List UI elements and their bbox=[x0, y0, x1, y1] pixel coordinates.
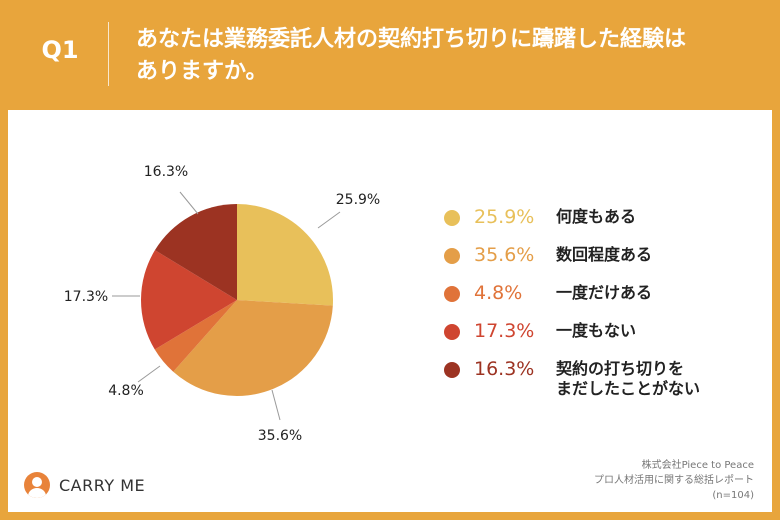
legend-label-line-1: 一度もない bbox=[556, 321, 637, 340]
legend-dot-icon bbox=[444, 286, 460, 302]
header-bar: Q1 あなたは業務委託人材の契約打ち切りに躊躇した経験は ありますか。 bbox=[0, 0, 780, 108]
legend-item-3: 4.8% 一度だけある bbox=[444, 280, 764, 318]
legend-percentage: 16.3% bbox=[474, 358, 535, 380]
leader-line-3 bbox=[137, 365, 161, 383]
legend-percentage: 25.9% bbox=[474, 206, 535, 228]
brand: CARRY ME bbox=[24, 472, 145, 498]
legend-percentage: 17.3% bbox=[474, 320, 535, 342]
legend-item-1: 25.9% 何度もある bbox=[444, 204, 764, 242]
pie-slice-1 bbox=[237, 204, 333, 306]
legend-label: 一度もない bbox=[556, 318, 746, 341]
legend-dot-icon bbox=[444, 324, 460, 340]
legend-label-line-1: 一度だけある bbox=[556, 283, 653, 302]
data-label-1: 25.9% bbox=[336, 192, 380, 208]
leader-line-2 bbox=[271, 389, 281, 421]
pie-slice-4 bbox=[141, 250, 237, 350]
legend-label-line-1: 契約の打ち切りを bbox=[556, 359, 685, 378]
legend-percentage: 4.8% bbox=[474, 282, 523, 304]
chart-card: 25.9% 35.6% 4.8% 17.3% 16.3% 25.9% 何度もある 35.6%… bbox=[8, 110, 772, 512]
legend-label: 契約の打ち切りを まだしたことがない bbox=[556, 356, 746, 399]
pie-slice-3 bbox=[154, 300, 237, 372]
chart-legend: 25.9% 何度もある 35.6% 数回程度ある 4.8% 一度だけある 17.3% 一度もな… bbox=[444, 204, 764, 398]
question-line-2: ありますか。 bbox=[136, 59, 268, 84]
question-line-1: あなたは業務委託人材の契約打ち切りに躊躇した経験は bbox=[136, 27, 687, 52]
legend-dot-icon bbox=[444, 210, 460, 226]
header-divider bbox=[108, 22, 109, 86]
legend-item-4: 17.3% 一度もない bbox=[444, 318, 764, 356]
data-label-4: 17.3% bbox=[64, 289, 108, 305]
leader-line-5 bbox=[179, 191, 199, 215]
legend-dot-icon bbox=[444, 362, 460, 378]
source-note: 株式会社Piece to Peace プロ人材活用に関する総括レポート (n=1… bbox=[594, 458, 754, 503]
source-report: プロ人材活用に関する総括レポート bbox=[594, 475, 754, 486]
pie-slice-5 bbox=[154, 204, 237, 300]
leader-line-1 bbox=[317, 211, 341, 229]
data-label-5: 16.3% bbox=[144, 164, 188, 180]
data-label-2: 35.6% bbox=[258, 428, 302, 444]
pie-chart: 25.9% 35.6% 4.8% 17.3% 16.3% bbox=[64, 164, 380, 444]
legend-label: 何度もある bbox=[556, 204, 746, 227]
legend-label-line-1: 数回程度ある bbox=[556, 245, 653, 264]
source-company: 株式会社Piece to Peace bbox=[641, 460, 754, 471]
question-number: Q1 bbox=[41, 36, 79, 64]
legend-label: 数回程度ある bbox=[556, 242, 746, 265]
brand-logo-icon bbox=[24, 472, 50, 498]
pie-slice-2 bbox=[173, 300, 333, 396]
source-sample-size: (n=104) bbox=[712, 490, 754, 501]
brand-name: CARRY ME bbox=[59, 475, 146, 495]
legend-percentage: 35.6% bbox=[474, 244, 535, 266]
legend-item-5: 16.3% 契約の打ち切りを まだしたことがない bbox=[444, 356, 764, 398]
data-label-3: 4.8% bbox=[108, 383, 144, 399]
legend-label-line-2: まだしたことがない bbox=[556, 379, 701, 398]
legend-label-line-1: 何度もある bbox=[556, 207, 637, 226]
question-text: あなたは業務委託人材の契約打ち切りに躊躇した経験は ありますか。 bbox=[136, 24, 756, 88]
legend-item-2: 35.6% 数回程度ある bbox=[444, 242, 764, 280]
legend-dot-icon bbox=[444, 248, 460, 264]
legend-label: 一度だけある bbox=[556, 280, 746, 303]
